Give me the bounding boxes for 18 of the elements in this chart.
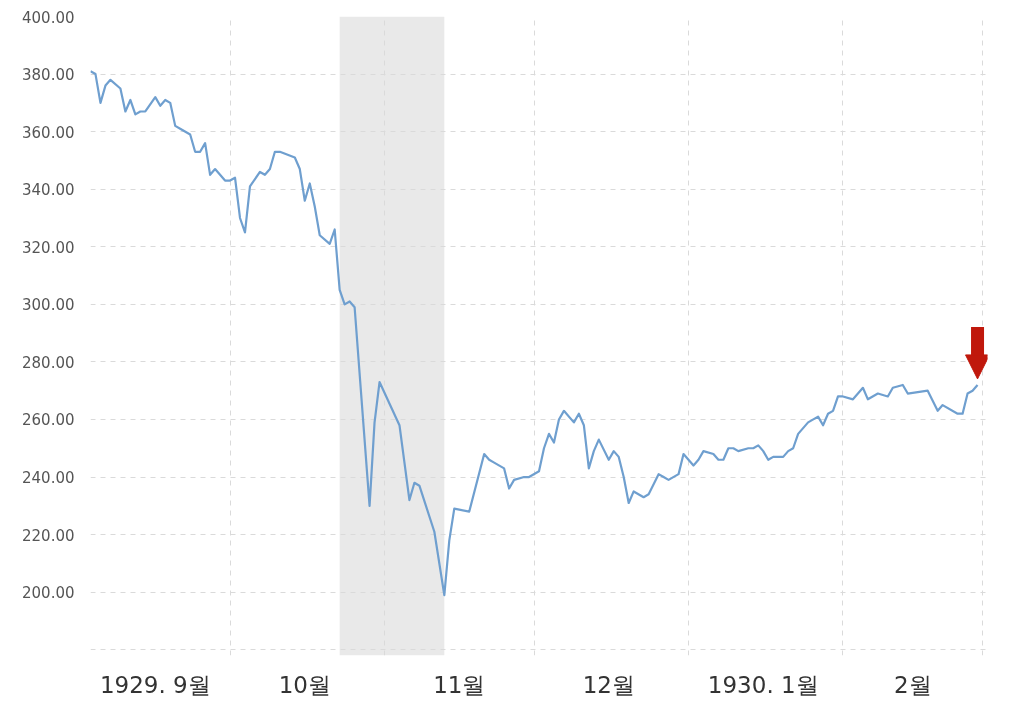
y-tick-label: 400.00	[22, 8, 75, 27]
y-tick-label: 240.00	[22, 469, 75, 488]
x-tick-label: 1929. 9월	[99, 671, 211, 698]
line-series	[90, 70, 979, 597]
y-tick-label: 280.00	[22, 353, 75, 372]
y-tick-label: 300.00	[22, 296, 75, 315]
y-tick-label: 200.00	[22, 584, 75, 603]
y-tick-label: 380.00	[22, 66, 75, 85]
x-tick-label: 11월	[433, 671, 486, 698]
y-tick-label: 220.00	[22, 526, 75, 545]
y-tick-label: 340.00	[22, 181, 75, 200]
y-tick-label: 360.00	[22, 123, 75, 142]
x-tick-label: 12월	[582, 671, 635, 698]
y-tick-label: 320.00	[22, 238, 75, 257]
y-tick-label: 260.00	[22, 411, 75, 430]
x-tick-label: 2월	[893, 671, 932, 698]
x-tick-label: 10월	[278, 671, 331, 698]
x-tick-label: 1930. 1월	[707, 671, 819, 698]
